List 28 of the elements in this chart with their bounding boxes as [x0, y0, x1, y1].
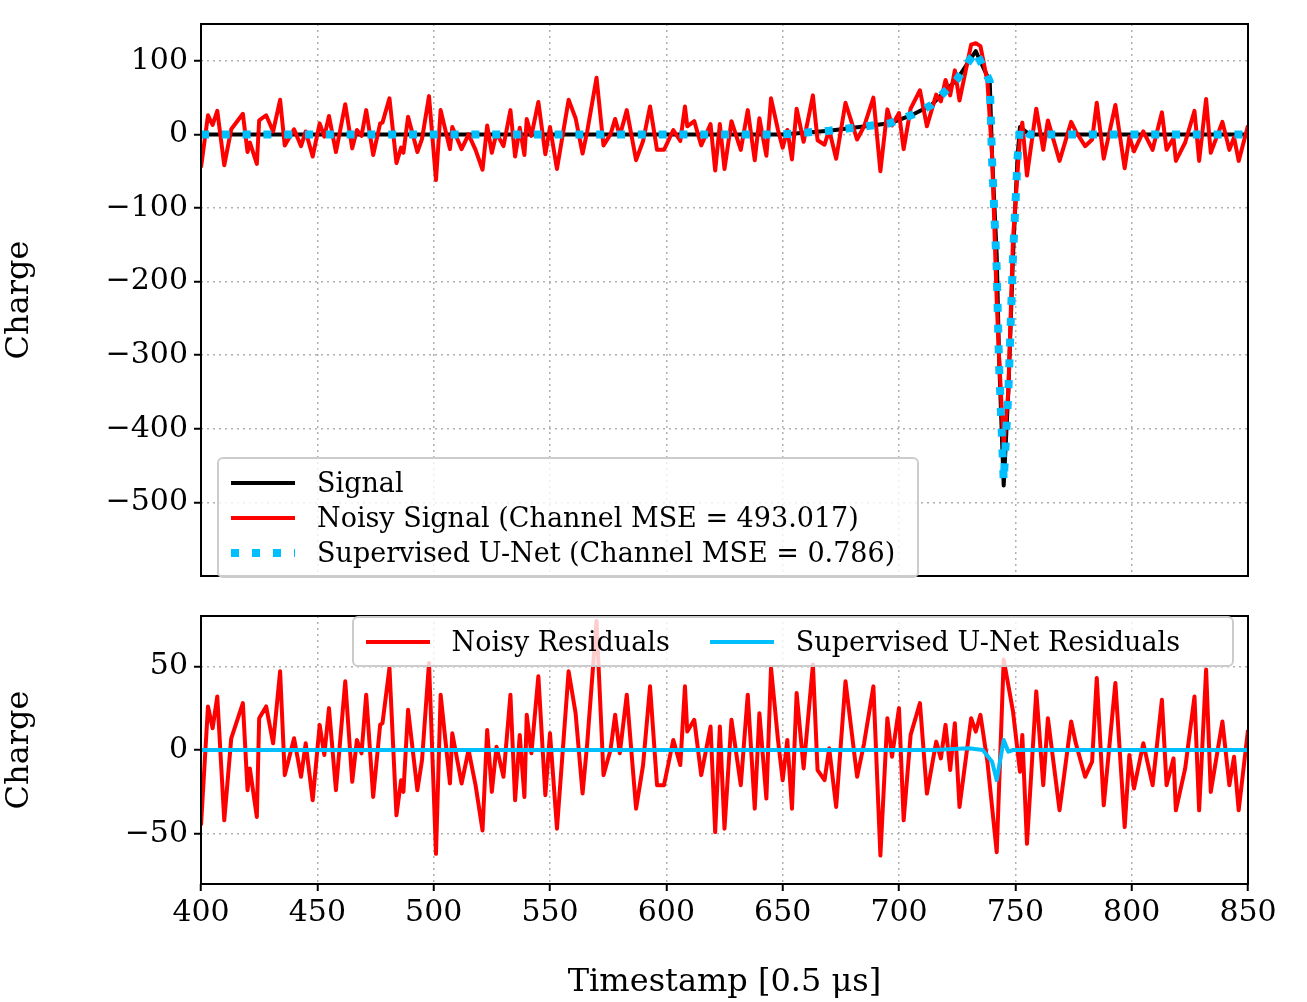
y-axis-title: Charge: [0, 240, 36, 360]
x-tick-label: 500: [405, 892, 463, 928]
y-tick-label: −500: [105, 482, 188, 518]
y-tick-label: −50: [124, 813, 188, 849]
x-tick-label: 600: [637, 892, 695, 928]
x-tick-label: 800: [1103, 892, 1161, 928]
x-tick-label: 650: [754, 892, 812, 928]
x-tick-label: 850: [1219, 892, 1277, 928]
x-tick-label: 400: [172, 892, 230, 928]
legend-label: Noisy Residuals: [451, 626, 670, 657]
legend-label: Signal: [317, 467, 404, 498]
x-tick-label: 700: [870, 892, 928, 928]
legend-label: Supervised U-Net (Channel MSE = 0.786): [317, 537, 896, 568]
x-axis-title: Timestamp [0.5 μs]: [567, 961, 882, 1000]
y-tick-label: 100: [130, 40, 188, 76]
y-axis-title: Charge: [0, 690, 36, 810]
y-tick-label: 0: [168, 729, 188, 765]
legend-label: Supervised U-Net Residuals: [795, 626, 1180, 657]
x-tick-label: 550: [521, 892, 579, 928]
x-tick-label: 750: [986, 892, 1044, 928]
y-tick-label: 0: [168, 114, 188, 150]
y-tick-label: −100: [105, 187, 188, 223]
x-tick-label: 450: [288, 892, 346, 928]
y-tick-label: −200: [105, 261, 188, 297]
y-tick-label: 50: [149, 646, 188, 682]
y-tick-label: −300: [105, 335, 188, 370]
y-tick-label: −400: [105, 408, 188, 444]
legend-label: Noisy Signal (Channel MSE = 493.017): [317, 502, 859, 533]
